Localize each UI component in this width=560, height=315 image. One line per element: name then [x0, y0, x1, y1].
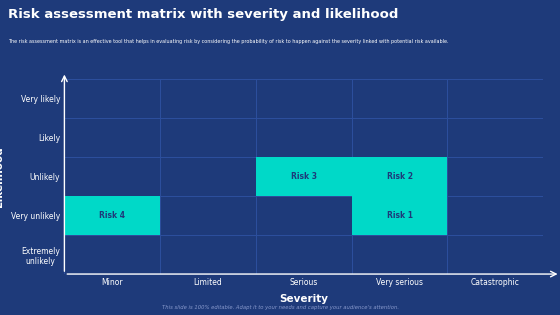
Bar	[64, 196, 160, 235]
Y-axis label: Likelihood: Likelihood	[0, 146, 4, 207]
Text: Risk 2: Risk 2	[386, 172, 413, 181]
Text: Risk assessment matrix with severity and likelihood: Risk assessment matrix with severity and…	[8, 8, 399, 21]
Text: The risk assessment matrix is an effective tool that helps in evaluating risk by: The risk assessment matrix is an effecti…	[8, 39, 449, 44]
X-axis label: Severity: Severity	[279, 294, 328, 304]
Text: Risk 1: Risk 1	[386, 211, 413, 220]
Bar	[352, 157, 447, 196]
Bar	[256, 157, 352, 196]
Bar	[352, 196, 447, 235]
Text: Risk 4: Risk 4	[99, 211, 125, 220]
Text: Risk 3: Risk 3	[291, 172, 317, 181]
Text: This slide is 100% editable. Adapt it to your needs and capture your audience's : This slide is 100% editable. Adapt it to…	[161, 305, 399, 310]
